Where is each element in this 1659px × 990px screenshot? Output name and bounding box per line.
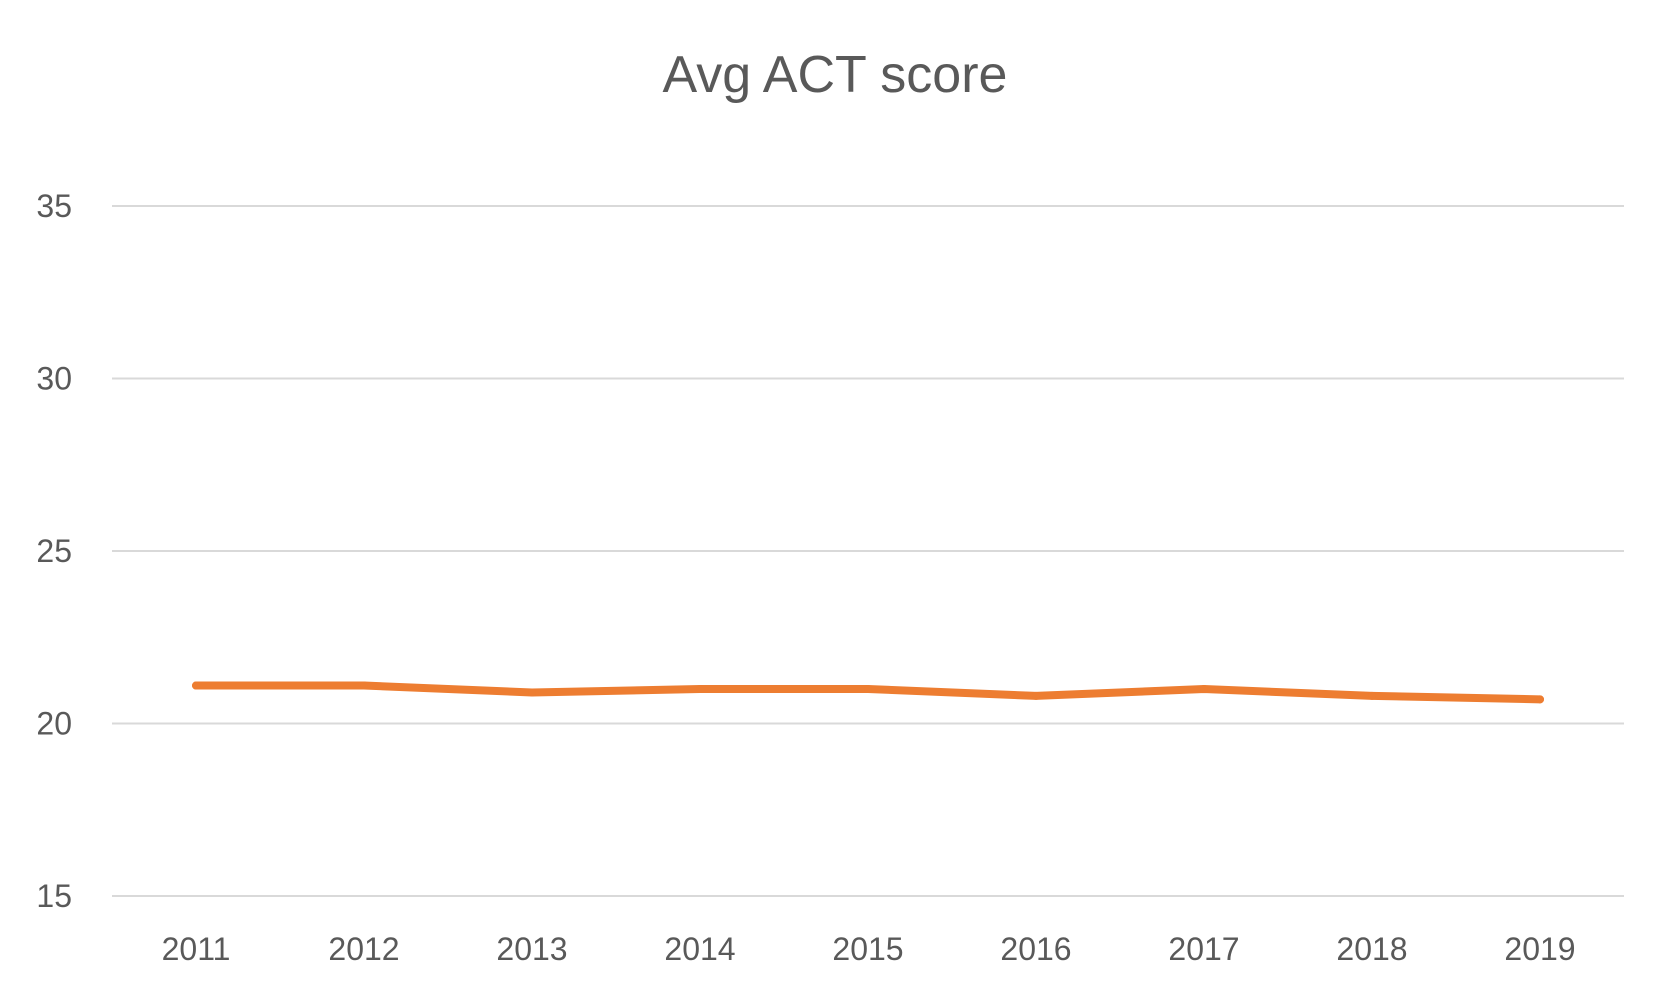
y-tick-label: 35 — [36, 188, 72, 224]
chart-title: Avg ACT score — [663, 46, 1008, 104]
data-point-2016 — [1032, 691, 1040, 700]
y-tick-label: 25 — [36, 533, 72, 569]
y-tick-label: 15 — [36, 878, 72, 914]
data-point-2012 — [360, 681, 368, 690]
series-layer — [192, 681, 1544, 704]
x-tick-label: 2014 — [664, 931, 735, 967]
data-point-2014 — [696, 685, 704, 693]
y-tick-label: 30 — [36, 361, 72, 397]
x-tick-label: 2019 — [1504, 931, 1575, 967]
x-tick-label: 2012 — [328, 931, 399, 967]
x-tick-label: 2017 — [1168, 931, 1239, 967]
x-tick-label: 2011 — [162, 931, 231, 967]
x-tick-label: 2018 — [1336, 931, 1407, 967]
y-tick-label: 20 — [36, 706, 72, 742]
gridlines — [112, 205, 1624, 897]
y-axis-tick-labels: 15 20 25 30 35 — [36, 188, 72, 914]
data-point-2011 — [192, 681, 200, 690]
data-point-2015 — [864, 685, 872, 693]
data-point-2019 — [1536, 695, 1544, 704]
data-point-2017 — [1200, 685, 1208, 693]
x-tick-label: 2013 — [496, 931, 567, 967]
data-point-2018 — [1368, 691, 1376, 700]
data-point-2013 — [528, 688, 536, 697]
x-tick-label: 2015 — [832, 931, 903, 967]
x-tick-label: 2016 — [1000, 931, 1071, 967]
x-axis-tick-labels: 2011 2012 2013 2014 2015 2016 2017 2018 2019 — [162, 931, 1576, 967]
